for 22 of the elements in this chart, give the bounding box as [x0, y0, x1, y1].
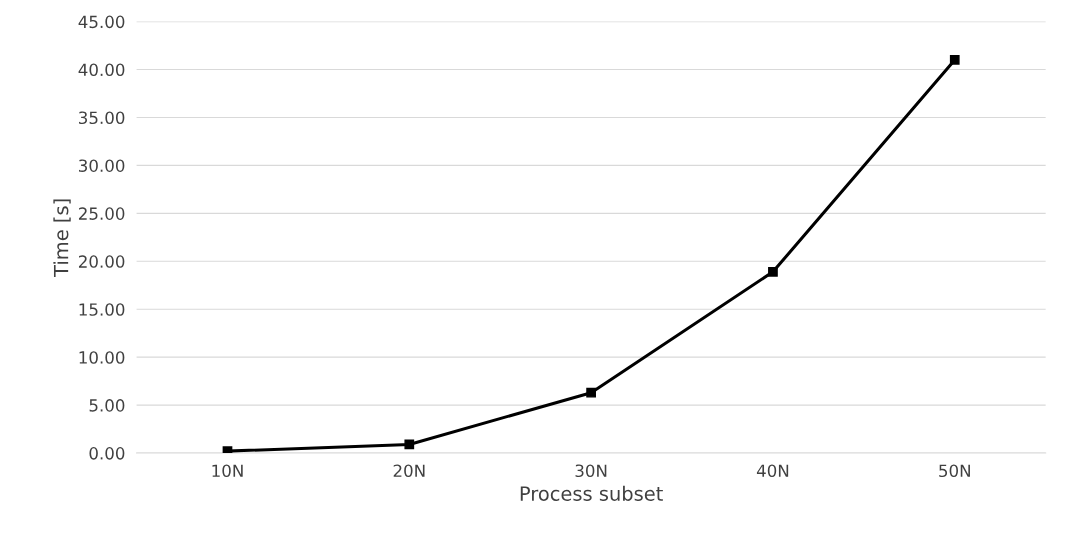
x-tick-label: 10N: [212, 464, 243, 478]
y-axis-title: Time [s]: [53, 199, 71, 277]
point: [949, 55, 960, 65]
point: [404, 439, 415, 450]
x-tick-label: 50N: [939, 464, 970, 478]
x-tick-label: 40N: [756, 464, 789, 478]
x-tick-label: 20N: [393, 464, 425, 478]
x-axis-title: Process subset: [520, 485, 663, 501]
y-tick-label: 20.00: [78, 255, 125, 268]
y-tick-label: 25.00: [78, 207, 125, 220]
y-tick-label: 15.00: [79, 303, 125, 316]
x-tick-label: 30N: [575, 464, 607, 478]
point: [586, 387, 596, 398]
point: [222, 446, 233, 454]
y-tick-label: 40.00: [78, 63, 125, 77]
y-tick-label: 0.00: [89, 447, 125, 460]
y-tick-label: 10.00: [79, 351, 125, 364]
y-tick-label: 5.00: [89, 399, 125, 412]
point: [768, 266, 778, 277]
y-tick-label: 45.00: [78, 15, 125, 29]
y-tick-label: 35.00: [79, 111, 125, 125]
y-tick-label: 30.00: [79, 159, 125, 172]
